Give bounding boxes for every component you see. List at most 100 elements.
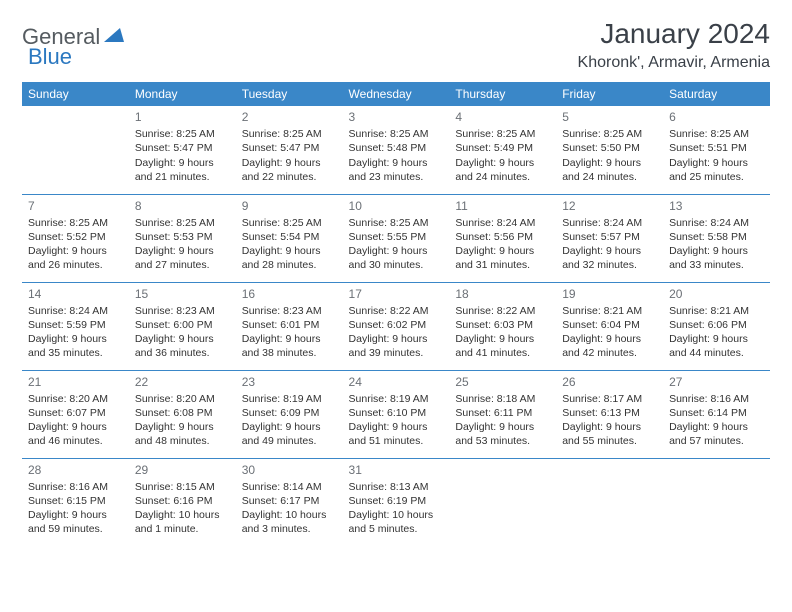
daylight-line: Daylight: 9 hours and 28 minutes.: [242, 244, 337, 272]
day-number: 18: [455, 286, 550, 302]
day-number: 5: [562, 109, 657, 125]
sunrise-line: Sunrise: 8:21 AM: [562, 304, 657, 318]
daylight-line: Daylight: 9 hours and 23 minutes.: [349, 156, 444, 184]
day-number: 30: [242, 462, 337, 478]
sunset-line: Sunset: 5:49 PM: [455, 141, 550, 155]
sunset-line: Sunset: 6:09 PM: [242, 406, 337, 420]
sunset-line: Sunset: 6:10 PM: [349, 406, 444, 420]
sunrise-line: Sunrise: 8:20 AM: [135, 392, 230, 406]
sunset-line: Sunset: 6:15 PM: [28, 494, 123, 508]
day-number: 24: [349, 374, 444, 390]
sunrise-line: Sunrise: 8:16 AM: [28, 480, 123, 494]
sunset-line: Sunset: 5:57 PM: [562, 230, 657, 244]
daylight-line: Daylight: 9 hours and 38 minutes.: [242, 332, 337, 360]
calendar-cell: 26Sunrise: 8:17 AMSunset: 6:13 PMDayligh…: [556, 370, 663, 458]
title-block: January 2024 Khoronk', Armavir, Armenia: [578, 18, 770, 72]
weekday-header: Tuesday: [236, 82, 343, 106]
sunset-line: Sunset: 5:50 PM: [562, 141, 657, 155]
sunrise-line: Sunrise: 8:24 AM: [562, 216, 657, 230]
daylight-line: Daylight: 9 hours and 24 minutes.: [455, 156, 550, 184]
daylight-line: Daylight: 9 hours and 41 minutes.: [455, 332, 550, 360]
sunrise-line: Sunrise: 8:20 AM: [28, 392, 123, 406]
location-label: Khoronk', Armavir, Armenia: [578, 54, 770, 72]
daylight-line: Daylight: 9 hours and 44 minutes.: [669, 332, 764, 360]
calendar-cell: 14Sunrise: 8:24 AMSunset: 5:59 PMDayligh…: [22, 282, 129, 370]
sunset-line: Sunset: 6:00 PM: [135, 318, 230, 332]
daylight-line: Daylight: 9 hours and 30 minutes.: [349, 244, 444, 272]
daylight-line: Daylight: 9 hours and 24 minutes.: [562, 156, 657, 184]
day-number: 29: [135, 462, 230, 478]
day-number: 25: [455, 374, 550, 390]
daylight-line: Daylight: 9 hours and 53 minutes.: [455, 420, 550, 448]
day-number: 17: [349, 286, 444, 302]
calendar-cell: 20Sunrise: 8:21 AMSunset: 6:06 PMDayligh…: [663, 282, 770, 370]
weekday-header: Saturday: [663, 82, 770, 106]
sunset-line: Sunset: 6:16 PM: [135, 494, 230, 508]
sunrise-line: Sunrise: 8:15 AM: [135, 480, 230, 494]
sunset-line: Sunset: 6:14 PM: [669, 406, 764, 420]
day-number: 21: [28, 374, 123, 390]
calendar-cell: 25Sunrise: 8:18 AMSunset: 6:11 PMDayligh…: [449, 370, 556, 458]
daylight-line: Daylight: 9 hours and 48 minutes.: [135, 420, 230, 448]
day-number: 20: [669, 286, 764, 302]
daylight-line: Daylight: 9 hours and 32 minutes.: [562, 244, 657, 272]
sunrise-line: Sunrise: 8:19 AM: [349, 392, 444, 406]
sunrise-line: Sunrise: 8:25 AM: [28, 216, 123, 230]
calendar-cell: [22, 106, 129, 194]
calendar-cell: 6Sunrise: 8:25 AMSunset: 5:51 PMDaylight…: [663, 106, 770, 194]
day-number: 10: [349, 198, 444, 214]
sunset-line: Sunset: 6:01 PM: [242, 318, 337, 332]
sunrise-line: Sunrise: 8:13 AM: [349, 480, 444, 494]
calendar-week-row: 1 Sunrise: 8:25 AM Sunset: 5:47 PM Daylight…: [22, 106, 770, 194]
day-number: 16: [242, 286, 337, 302]
calendar-cell: 3Sunrise: 8:25 AMSunset: 5:48 PMDaylight…: [343, 106, 450, 194]
daylight-line: Daylight: 9 hours and 51 minutes.: [349, 420, 444, 448]
sunrise-line: Sunrise: 8:17 AM: [562, 392, 657, 406]
header: General January 2024 Khoronk', Armavir, …: [22, 18, 770, 72]
sunrise-line: Sunrise: 8:25 AM: [669, 127, 764, 141]
sunset-line: Sunset: 6:11 PM: [455, 406, 550, 420]
calendar-cell: 17Sunrise: 8:22 AMSunset: 6:02 PMDayligh…: [343, 282, 450, 370]
sunset-line: Sunset: 5:56 PM: [455, 230, 550, 244]
daylight-line: Daylight: 9 hours and 57 minutes.: [669, 420, 764, 448]
weekday-header: Sunday: [22, 82, 129, 106]
calendar-table: Sunday Monday Tuesday Wednesday Thursday…: [22, 82, 770, 546]
day-number: 4: [455, 109, 550, 125]
day-number: 2: [242, 109, 337, 125]
daylight-line: Daylight: 9 hours and 31 minutes.: [455, 244, 550, 272]
calendar-cell: 27Sunrise: 8:16 AMSunset: 6:14 PMDayligh…: [663, 370, 770, 458]
calendar-cell: 12Sunrise: 8:24 AMSunset: 5:57 PMDayligh…: [556, 194, 663, 282]
calendar-week-row: 21Sunrise: 8:20 AMSunset: 6:07 PMDayligh…: [22, 370, 770, 458]
calendar-cell: 30Sunrise: 8:14 AMSunset: 6:17 PMDayligh…: [236, 458, 343, 546]
sunset-line: Sunset: 6:04 PM: [562, 318, 657, 332]
sunset-line: Sunset: 5:48 PM: [349, 141, 444, 155]
calendar-cell: 11Sunrise: 8:24 AMSunset: 5:56 PMDayligh…: [449, 194, 556, 282]
calendar-cell: 18Sunrise: 8:22 AMSunset: 6:03 PMDayligh…: [449, 282, 556, 370]
calendar-week-row: 14Sunrise: 8:24 AMSunset: 5:59 PMDayligh…: [22, 282, 770, 370]
weekday-header: Wednesday: [343, 82, 450, 106]
calendar-week-row: 7Sunrise: 8:25 AMSunset: 5:52 PMDaylight…: [22, 194, 770, 282]
calendar-cell: 7Sunrise: 8:25 AMSunset: 5:52 PMDaylight…: [22, 194, 129, 282]
sunset-line: Sunset: 5:47 PM: [242, 141, 337, 155]
calendar-cell: [449, 458, 556, 546]
calendar-cell: 4Sunrise: 8:25 AMSunset: 5:49 PMDaylight…: [449, 106, 556, 194]
sunset-line: Sunset: 5:52 PM: [28, 230, 123, 244]
sunset-line: Sunset: 5:51 PM: [669, 141, 764, 155]
sunrise-line: Sunrise: 8:24 AM: [455, 216, 550, 230]
sunrise-line: Sunrise: 8:25 AM: [349, 216, 444, 230]
weekday-header: Thursday: [449, 82, 556, 106]
calendar-cell: [663, 458, 770, 546]
calendar-cell: 23Sunrise: 8:19 AMSunset: 6:09 PMDayligh…: [236, 370, 343, 458]
sunrise-line: Sunrise: 8:24 AM: [28, 304, 123, 318]
sunset-line: Sunset: 5:47 PM: [135, 141, 230, 155]
month-title: January 2024: [578, 18, 770, 50]
sunrise-line: Sunrise: 8:14 AM: [242, 480, 337, 494]
day-number: 1: [135, 109, 230, 125]
sunset-line: Sunset: 5:59 PM: [28, 318, 123, 332]
sunrise-line: Sunrise: 8:22 AM: [455, 304, 550, 318]
calendar-cell: 5Sunrise: 8:25 AMSunset: 5:50 PMDaylight…: [556, 106, 663, 194]
calendar-cell: 8Sunrise: 8:25 AMSunset: 5:53 PMDaylight…: [129, 194, 236, 282]
daylight-line: Daylight: 9 hours and 36 minutes.: [135, 332, 230, 360]
day-number: 13: [669, 198, 764, 214]
sunset-line: Sunset: 6:17 PM: [242, 494, 337, 508]
